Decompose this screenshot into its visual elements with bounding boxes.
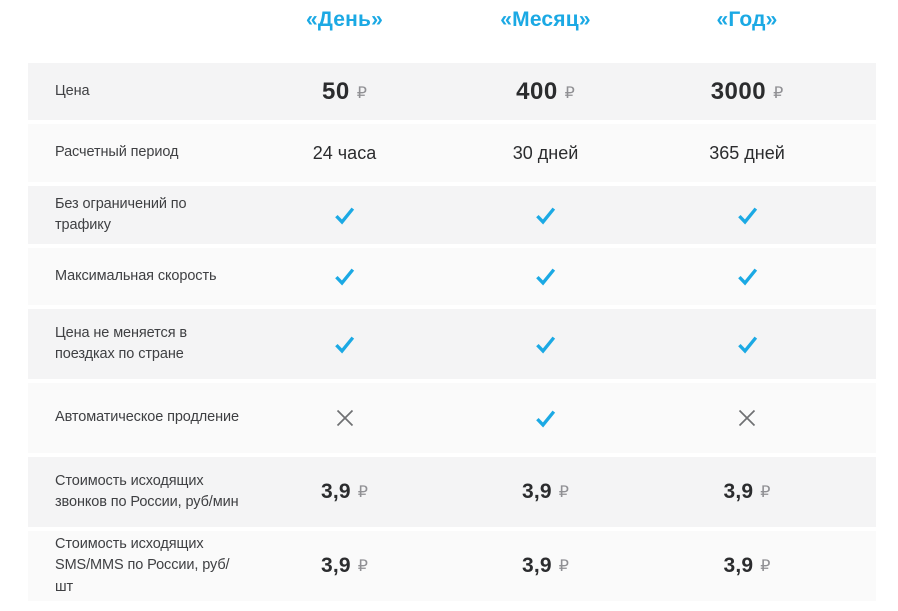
price-cell: 3000 ₽ — [646, 78, 848, 106]
value-cell: 30 дней — [512, 142, 579, 163]
price-value: 3,9 — [723, 480, 754, 503]
table-row-sms-cost: Стоимость исходящих SMS/MMS по России, р… — [28, 531, 876, 601]
ruble-sign: ₽ — [760, 484, 771, 501]
table-row-call-cost: Стоимость исходящих звонков по России, р… — [28, 457, 876, 527]
ruble-sign: ₽ — [357, 558, 368, 575]
table-header-row: «День» «Месяц» «Год» — [28, 0, 876, 63]
price-cell: 50 ₽ — [244, 78, 445, 106]
price-cell: 3,9 ₽ — [646, 480, 848, 504]
table-row-max-speed: Максимальная скорость — [28, 248, 876, 305]
cross-icon — [646, 407, 848, 429]
check-icon — [445, 264, 646, 289]
check-icon — [646, 203, 848, 228]
row-label: Без ограничений по трафику — [55, 195, 187, 233]
table-row-auto-renewal: Автоматическое продление — [28, 383, 876, 453]
row-label: Цена не меняется в поездках по стране — [55, 324, 187, 362]
check-icon — [445, 203, 646, 228]
price-value: 3,9 — [522, 554, 552, 577]
ruble-sign: ₽ — [773, 84, 784, 102]
value-cell: 24 часа — [312, 142, 377, 163]
check-icon — [646, 264, 848, 289]
price-value: 400 — [516, 77, 558, 105]
table-row-price: Цена 50 ₽ 400 ₽ 3000 ₽ — [28, 63, 876, 120]
column-header-month: «Месяц» — [500, 8, 591, 31]
check-icon — [646, 332, 848, 357]
price-cell: 3,9 ₽ — [445, 480, 646, 504]
price-value: 50 — [322, 77, 350, 105]
ruble-sign: ₽ — [356, 84, 367, 102]
price-cell: 3,9 ₽ — [244, 480, 445, 504]
price-value: 3,9 — [321, 480, 351, 503]
table-row-travel-price: Цена не меняется в поездках по стране — [28, 309, 876, 379]
ruble-sign: ₽ — [357, 484, 368, 501]
table-row-unlimited-traffic: Без ограничений по трафику — [28, 186, 876, 244]
ruble-sign: ₽ — [558, 484, 569, 501]
check-icon — [244, 264, 445, 289]
row-label: Стоимость исходящих SMS/MMS по России, р… — [55, 536, 230, 595]
check-icon — [445, 332, 646, 357]
price-value: 3000 — [710, 77, 767, 105]
price-value: 3,9 — [321, 554, 351, 577]
price-cell: 400 ₽ — [445, 78, 646, 106]
check-icon — [445, 406, 646, 431]
row-label: Автоматическое продление — [55, 409, 240, 426]
row-label: Расчетный период — [55, 144, 179, 161]
cross-icon — [244, 407, 445, 429]
price-cell: 3,9 ₽ — [244, 554, 445, 578]
column-header-day: «День» — [305, 8, 384, 31]
row-label: Цена — [55, 82, 90, 99]
column-header-year: «Год» — [716, 8, 778, 31]
check-icon — [244, 203, 445, 228]
ruble-sign: ₽ — [760, 558, 771, 575]
price-value: 3,9 — [522, 480, 552, 503]
ruble-sign: ₽ — [558, 558, 569, 575]
row-label: Максимальная скорость — [55, 267, 217, 284]
ruble-sign: ₽ — [564, 84, 575, 102]
price-cell: 3,9 ₽ — [445, 554, 646, 578]
check-icon — [244, 332, 445, 357]
price-cell: 3,9 ₽ — [646, 554, 848, 578]
value-cell: 365 дней — [709, 142, 785, 163]
row-label: Стоимость исходящих звонков по России, р… — [55, 472, 239, 510]
table-row-period: Расчетный период 24 часа 30 дней 365 дне… — [28, 124, 876, 182]
tariff-comparison-table: «День» «Месяц» «Год» Цена 50 ₽ 400 ₽ 3000 ₽… — [28, 0, 876, 605]
price-value: 3,9 — [723, 554, 754, 577]
